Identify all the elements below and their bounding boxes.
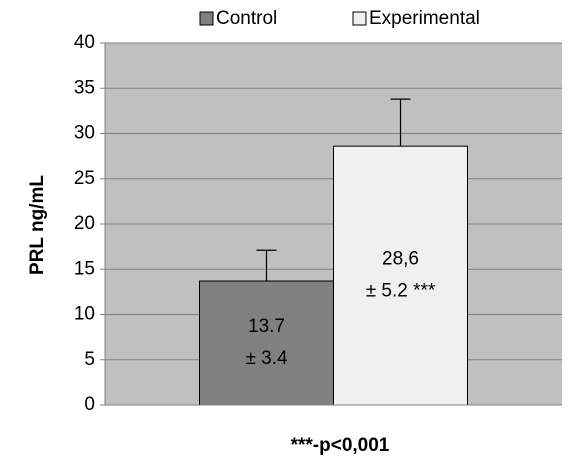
legend-swatch (352, 11, 367, 26)
y-tick-label: 20 (74, 213, 95, 234)
legend-label: Experimental (369, 8, 480, 29)
error-bar (256, 249, 277, 282)
bar (333, 145, 468, 406)
x-axis-label: ***-p<0,001 (291, 435, 390, 456)
y-tick-label: 35 (74, 77, 95, 98)
data-label: 13.7 (248, 316, 285, 337)
y-tick-label: 25 (74, 168, 95, 189)
y-tick-label: 30 (74, 123, 95, 144)
error-bar (390, 98, 411, 147)
error-label: ± 5.2 *** (366, 281, 436, 302)
y-tick-label: 40 (74, 32, 95, 53)
bar (199, 280, 334, 406)
error-label: ± 3.4 (245, 348, 288, 369)
legend-swatch (199, 11, 214, 26)
data-label: 28,6 (382, 249, 419, 270)
y-tick-label: 5 (84, 349, 95, 370)
y-tick-label: 0 (84, 394, 95, 415)
legend-label: Control (216, 8, 277, 29)
y-tick-label: 15 (74, 258, 95, 279)
y-tick-label: 10 (74, 304, 95, 325)
y-axis-label: PRL ng/mL (27, 175, 48, 275)
